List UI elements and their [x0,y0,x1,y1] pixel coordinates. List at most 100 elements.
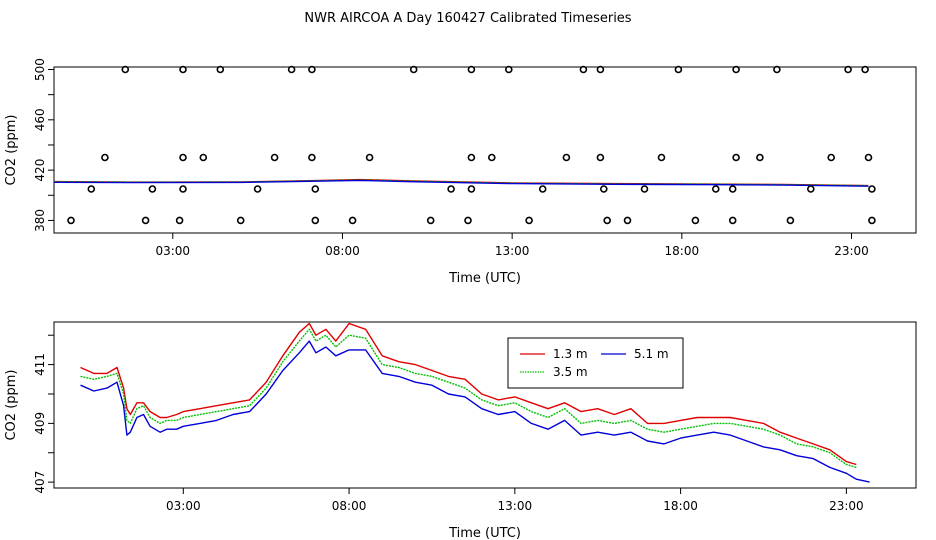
data-point [467,153,476,162]
data-point [579,65,588,74]
data-point [756,153,764,162]
data-point [603,216,612,225]
data-point [67,216,75,225]
data-point [426,216,435,225]
data-point [691,216,700,225]
top-panel-co2-scatter: 03:00 08:00 13:00 18:00 23:00 380 420 460 500 Ti… [4,58,917,286]
top-panel-points [67,65,876,225]
bottom-y-tick-label: 407 [33,471,47,494]
data-point [216,65,225,74]
data-point [311,185,320,193]
data-point [596,153,605,162]
data-point [179,185,187,193]
data-point [868,216,876,225]
top-y-axis-label: CO2 (ppm) [4,114,19,185]
top-x-tick-label: 13:00 [495,244,530,258]
data-point [596,65,605,74]
top-series-51m [53,179,869,187]
top-y-tick-label: 500 [33,58,47,81]
data-point [504,65,513,74]
data-point [287,65,296,74]
data-point [623,216,632,225]
top-x-tick-label: 18:00 [665,244,700,258]
data-point [175,216,184,225]
data-point [87,185,96,193]
data-point [728,216,737,225]
data-point [348,216,357,225]
bottom-series-51m [80,340,870,483]
data-point [674,65,683,74]
legend-label-3-5m: 3.5 m [553,365,588,379]
bottom-panel-axes: 03:00 08:00 13:00 18:00 23:00 407 409 411 [33,334,864,513]
data-point [487,153,496,162]
data-point [467,65,476,74]
data-point [311,216,320,225]
data-point [806,185,815,193]
data-point [732,153,740,162]
top-panel-series [53,178,869,187]
legend-label-5-1m: 5.1 m [634,347,669,361]
data-point [864,153,873,162]
data-point [640,185,649,193]
bottom-panel-frame [53,321,917,489]
data-point [179,153,187,162]
data-point [657,153,666,162]
data-point [308,153,316,162]
data-point [786,216,795,225]
data-point [732,65,740,74]
data-point [179,65,187,74]
bottom-x-axis-label: Time (UTC) [448,526,521,540]
data-point [148,185,157,193]
data-point [711,185,720,193]
chart-title: NWR AIRCOA A Day 160427 Calibrated Times… [304,11,631,26]
data-point [236,216,245,225]
data-point [538,185,547,193]
data-point [868,185,876,193]
data-point [121,65,130,74]
bottom-panel-co2-lines: 03:00 08:00 13:00 18:00 23:00 407 409 411 1.3 m… [4,321,917,540]
data-point [365,153,374,162]
bottom-y-tick-label: 411 [33,353,47,376]
data-point [409,65,418,74]
data-point [861,65,869,74]
data-point [844,65,852,74]
bottom-x-tick-label: 23:00 [829,499,864,513]
bottom-x-tick-label: 08:00 [332,499,367,513]
data-point [728,185,737,193]
bottom-y-tick-label: 409 [33,412,47,435]
top-y-tick-label: 420 [33,159,47,182]
top-panel-frame [53,66,917,234]
data-point [270,153,279,162]
data-point [308,65,316,74]
bottom-x-tick-label: 03:00 [166,499,201,513]
bottom-panel-series [80,322,870,483]
data-point [447,185,455,193]
bottom-y-axis-label: CO2 (ppm) [4,369,19,440]
top-panel-axes: 03:00 08:00 13:00 18:00 23:00 380 420 460 500 [33,58,869,258]
top-x-tick-label: 03:00 [155,244,190,258]
bottom-x-tick-label: 18:00 [663,499,698,513]
data-point [525,216,533,225]
legend-box [507,337,684,389]
data-point [467,185,476,193]
top-y-tick-label: 460 [33,108,47,131]
data-point [253,185,262,193]
data-point [599,185,608,193]
data-point [773,65,781,74]
bottom-series-13m [80,322,857,466]
top-x-axis-label: Time (UTC) [448,271,521,286]
data-point [199,153,208,162]
data-point [827,153,836,162]
top-y-tick-label: 380 [33,209,47,232]
data-point [101,153,109,162]
legend-label-1-3m: 1.3 m [553,347,588,361]
bottom-x-tick-label: 13:00 [498,499,533,513]
data-point [562,153,571,162]
bottom-series-35m [80,328,857,469]
data-point [464,216,472,225]
data-point [141,216,150,225]
legend: 1.3 m 3.5 m 5.1 m [507,337,684,389]
top-x-tick-label: 08:00 [325,244,360,258]
top-x-tick-label: 23:00 [834,244,869,258]
